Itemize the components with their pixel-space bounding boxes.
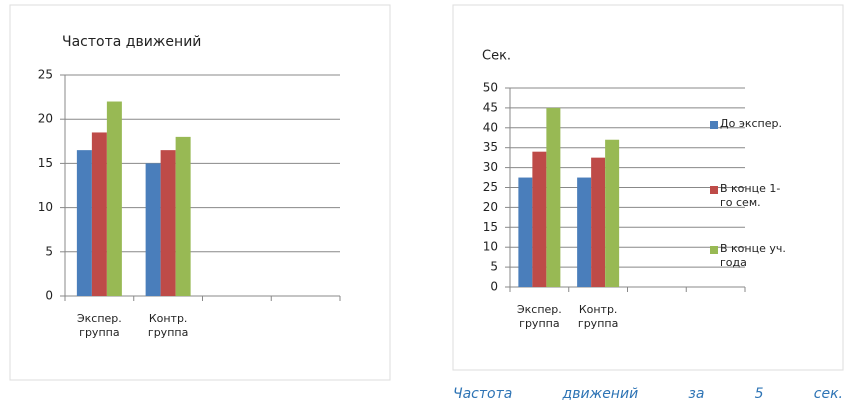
bar	[76, 150, 92, 296]
chart-frame	[452, 4, 844, 371]
bar	[145, 163, 161, 296]
bar	[91, 132, 107, 296]
y-tick-label: 10	[38, 200, 53, 214]
bar	[605, 139, 620, 287]
legend-swatch	[710, 186, 718, 194]
x-tick-label: Экспер. группа	[76, 312, 122, 339]
chart-title: Сек.	[482, 49, 511, 64]
legend-label: До экспер.	[720, 117, 782, 130]
y-tick-label: 40	[483, 120, 498, 134]
y-tick-label: 15	[38, 156, 53, 170]
x-tick-label-box: Контр. группа	[147, 312, 189, 339]
bar	[175, 136, 191, 296]
bar	[106, 101, 122, 297]
legend-swatch	[710, 121, 718, 129]
y-tick-label: 45	[483, 100, 498, 114]
x-tick-label: Экспер. группа	[516, 303, 562, 330]
bar	[160, 150, 176, 296]
y-tick-label: 15	[483, 220, 498, 234]
caption: Частота движений за 5 сек.	[453, 386, 843, 402]
bar	[518, 177, 533, 287]
x-tick-label-box: Контр. группа	[577, 303, 619, 330]
chart-frame	[9, 4, 391, 381]
legend-label-box: В конце уч. года	[720, 242, 786, 269]
x-tick-label: Контр. группа	[147, 312, 189, 339]
legend-label-box: До экспер.	[720, 117, 782, 130]
y-tick-label: 25	[483, 180, 498, 194]
bar	[591, 157, 606, 287]
y-tick-label: 10	[483, 240, 498, 254]
y-tick-label: 0	[490, 280, 498, 294]
y-tick-label: 50	[483, 81, 498, 95]
y-tick-label: 20	[38, 112, 53, 126]
bar	[577, 177, 592, 287]
y-tick-label: 5	[490, 260, 498, 274]
x-tick-label: Контр. группа	[577, 303, 619, 330]
legend-label: В конце 1-го сем.	[720, 182, 781, 209]
bar	[546, 107, 561, 288]
legend-swatch	[710, 246, 718, 254]
legend-label: В конце уч. года	[720, 242, 786, 269]
chart-title: Частота движений	[62, 34, 201, 50]
bar	[532, 151, 547, 287]
x-tick-label-box: Экспер. группа	[516, 303, 562, 330]
y-tick-label: 0	[45, 289, 53, 303]
legend-label-box: В конце 1-го сем.	[720, 182, 781, 209]
y-tick-label: 20	[483, 200, 498, 214]
y-tick-label: 35	[483, 140, 498, 154]
y-tick-label: 25	[38, 68, 53, 82]
x-tick-label-box: Экспер. группа	[76, 312, 122, 339]
y-tick-label: 5	[45, 244, 53, 258]
y-tick-label: 30	[483, 160, 498, 174]
